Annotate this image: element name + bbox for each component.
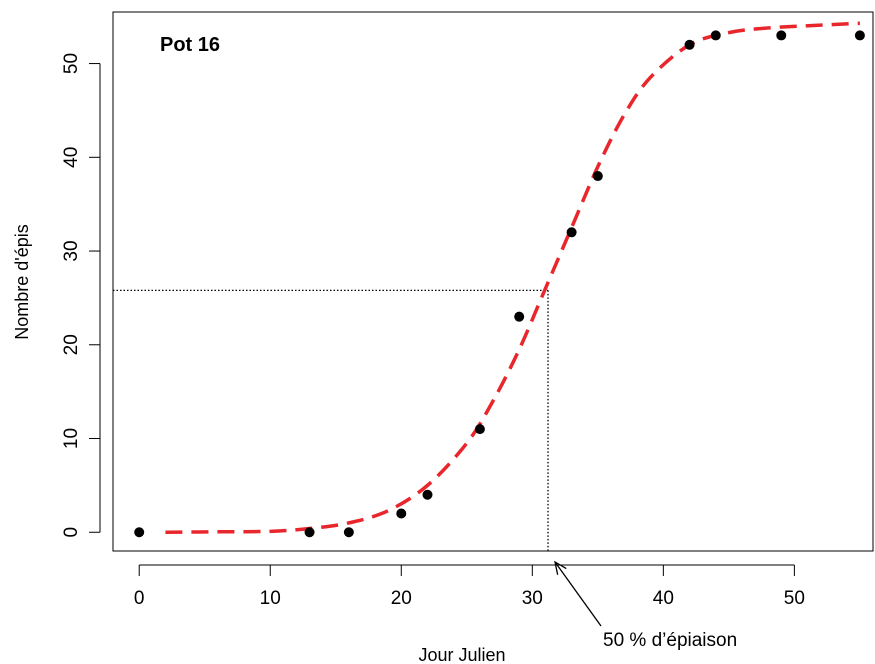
- x-tick-label: 10: [260, 588, 281, 609]
- annotation-label: 50 % d’épiaison: [603, 630, 737, 651]
- annotation-50-percent: 50 % d’épiaison: [554, 560, 737, 651]
- reference-lines: [113, 289, 549, 551]
- x-tick-label: 0: [134, 588, 145, 609]
- x-tick-label: 30: [522, 588, 543, 609]
- data-point: [684, 39, 695, 50]
- data-point: [592, 171, 603, 182]
- data-point: [854, 30, 865, 41]
- plot-frame: [112, 11, 874, 552]
- data-point: [422, 489, 433, 500]
- fitted-curve-line: [165, 21, 860, 535]
- data-points: [134, 30, 865, 538]
- y-tick-label: 30: [61, 240, 82, 261]
- annotation-arrow-head: [554, 560, 567, 575]
- axes: 0 10 20 30 40 50 0 10 20 30 40 50: [61, 53, 805, 609]
- data-point: [134, 527, 145, 538]
- data-point: [304, 527, 315, 538]
- data-point: [566, 227, 577, 238]
- x-tick-label: 50: [784, 588, 805, 609]
- data-point: [514, 311, 525, 322]
- x-tick-label: 20: [391, 588, 412, 609]
- x-axis-title: Jour Julien: [418, 645, 505, 664]
- y-tick-label: 10: [61, 428, 82, 449]
- data-point: [710, 30, 721, 41]
- y-tick-label: 20: [61, 334, 82, 355]
- annotation-arrow-shaft: [554, 561, 602, 627]
- y-axis-title: Nombre d'épis: [12, 224, 32, 340]
- fitted-curve: [165, 21, 860, 535]
- data-point: [474, 424, 485, 435]
- y-tick-label: 50: [61, 53, 82, 74]
- y-tick-label: 40: [61, 147, 82, 168]
- x-tick-label: 40: [653, 588, 674, 609]
- data-point: [396, 508, 407, 519]
- y-tick-label: 0: [61, 527, 82, 538]
- data-point: [343, 527, 354, 538]
- data-point: [776, 30, 787, 41]
- plot-title: Pot 16: [160, 34, 220, 56]
